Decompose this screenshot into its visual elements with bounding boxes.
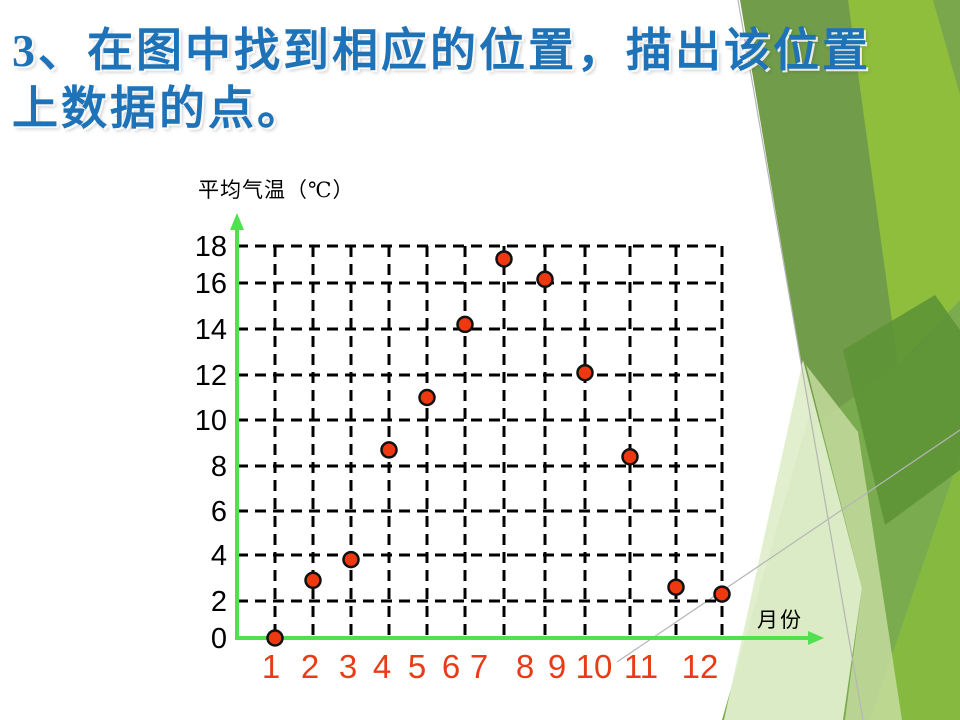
data-point-month-10 — [621, 448, 639, 466]
data-point-month-7 — [495, 250, 513, 268]
data-point-month-5 — [418, 388, 436, 407]
x-tick-label-6: 6 — [442, 648, 460, 685]
x-tick-labels: 1 2 3 4 5 6 7 8 9 10 11 12 — [262, 648, 719, 685]
y-tick-label-0: 0 — [211, 623, 227, 655]
y-tick-label-8: 8 — [211, 451, 227, 483]
decor-gray-line-diagonal — [616, 429, 960, 663]
decor-bright-bottom-triangle — [870, 455, 960, 720]
y-tick-label-4: 4 — [211, 540, 227, 572]
decor-bright-right-band — [848, 0, 960, 365]
decor-olive-band — [740, 0, 930, 428]
x-tick-label-9: 9 — [548, 648, 566, 685]
y-tick-label-12: 12 — [195, 360, 227, 392]
title-line-2: 上数据的点。 — [12, 83, 306, 134]
y-tick-label-14: 14 — [195, 314, 227, 346]
data-point-month-3 — [342, 550, 360, 569]
decor-top-right-sliver — [933, 0, 960, 95]
data-point-month-12 — [713, 585, 731, 603]
x-tick-label-1: 1 — [262, 648, 280, 685]
data-point-month-8 — [536, 270, 554, 289]
x-tick-label-7: 7 — [470, 648, 488, 685]
x-axis-arrow-icon — [808, 631, 824, 645]
decor-pale-band — [806, 365, 902, 720]
data-point-month-6 — [456, 315, 474, 334]
y-tick-label-2: 2 — [211, 586, 227, 618]
decor-dark-cross — [843, 295, 960, 525]
x-tick-label-2: 2 — [301, 648, 319, 685]
decor-gray-line-vertical — [737, 0, 864, 720]
x-tick-label-3: 3 — [339, 648, 357, 685]
y-tick-label-10: 10 — [195, 405, 227, 437]
decor-pale-triangle — [724, 360, 862, 720]
x-tick-label-8: 8 — [516, 648, 534, 685]
y-tick-label-6: 6 — [211, 496, 227, 528]
y-axis-arrow-icon — [230, 213, 244, 230]
x-tick-label-5: 5 — [408, 648, 426, 685]
data-point-month-1 — [266, 629, 284, 647]
y-axis-title: 平均气温（℃） — [198, 178, 355, 202]
data-point-month-9 — [576, 363, 594, 382]
x-axis-title: 月份 — [757, 608, 803, 632]
y-tick-label-18: 18 — [195, 231, 227, 263]
y-tick-labels: 0 2 4 6 8 10 12 14 16 18 — [195, 231, 227, 655]
y-tick-label-16: 16 — [195, 268, 227, 300]
x-tick-label-4: 4 — [373, 648, 391, 685]
data-points — [266, 250, 731, 647]
x-tick-label-11: 11 — [624, 648, 658, 685]
axes — [230, 213, 824, 645]
data-point-month-2 — [304, 571, 322, 590]
title-line-1: 3、在图中找到相应的位置，描出该位置 — [12, 25, 871, 76]
data-point-month-11 — [667, 578, 685, 596]
data-point-month-4 — [380, 441, 398, 459]
x-tick-label-10: 10 — [576, 648, 613, 685]
x-tick-label-12: 12 — [682, 648, 719, 685]
page-title: 3、在图中找到相应的位置，描出该位置 上数据的点。 — [12, 22, 871, 138]
